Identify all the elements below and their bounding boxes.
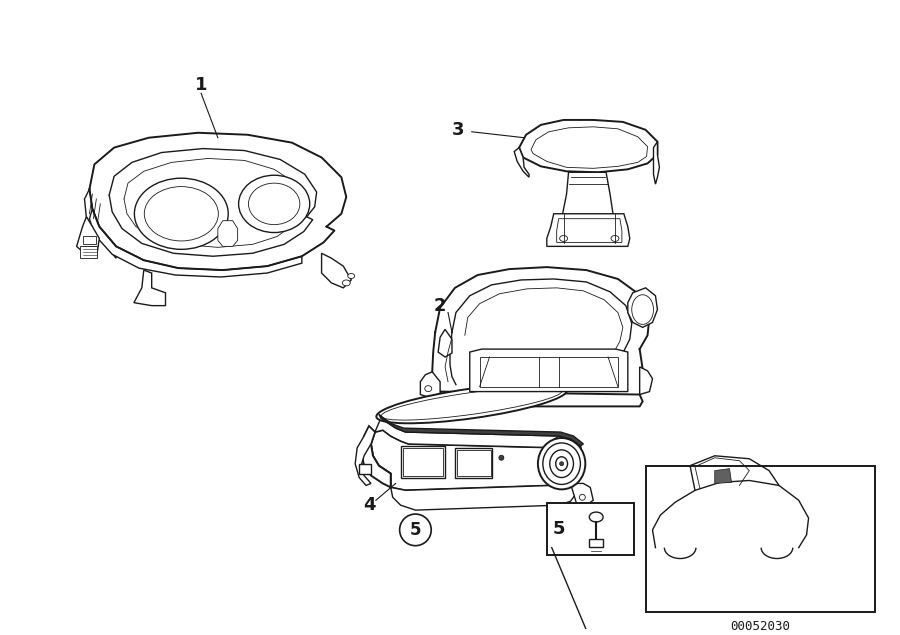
- Ellipse shape: [580, 494, 585, 500]
- Ellipse shape: [543, 443, 580, 485]
- Polygon shape: [361, 426, 391, 488]
- Text: 5: 5: [410, 521, 421, 539]
- Ellipse shape: [342, 280, 350, 286]
- Polygon shape: [76, 217, 99, 258]
- Bar: [79, 246, 97, 258]
- Ellipse shape: [347, 274, 355, 279]
- Polygon shape: [562, 172, 613, 217]
- Bar: [83, 236, 96, 244]
- Ellipse shape: [560, 462, 563, 465]
- Text: 2: 2: [434, 297, 446, 314]
- Text: 3: 3: [452, 121, 464, 139]
- Ellipse shape: [499, 455, 504, 460]
- Polygon shape: [640, 367, 652, 394]
- Ellipse shape: [560, 236, 568, 241]
- Ellipse shape: [550, 450, 573, 478]
- Ellipse shape: [144, 187, 219, 241]
- Bar: [402, 448, 443, 476]
- Polygon shape: [571, 483, 593, 505]
- Polygon shape: [557, 218, 622, 243]
- Polygon shape: [375, 418, 583, 458]
- Ellipse shape: [538, 438, 585, 490]
- Polygon shape: [715, 469, 732, 483]
- Ellipse shape: [590, 512, 603, 522]
- Polygon shape: [391, 483, 576, 510]
- Text: 4: 4: [363, 496, 375, 514]
- Polygon shape: [551, 436, 583, 485]
- Text: 00052030: 00052030: [730, 620, 790, 633]
- Bar: [645, 465, 875, 612]
- Polygon shape: [321, 253, 351, 288]
- Polygon shape: [440, 392, 643, 406]
- Polygon shape: [470, 349, 628, 392]
- Ellipse shape: [632, 295, 653, 324]
- Polygon shape: [218, 221, 238, 246]
- Polygon shape: [653, 142, 660, 184]
- Ellipse shape: [134, 178, 229, 250]
- Polygon shape: [356, 426, 375, 485]
- Polygon shape: [628, 288, 657, 328]
- Polygon shape: [438, 330, 452, 357]
- Ellipse shape: [425, 385, 432, 392]
- Polygon shape: [514, 147, 529, 177]
- Polygon shape: [379, 414, 583, 446]
- Circle shape: [400, 514, 431, 545]
- Bar: [547, 503, 634, 554]
- Text: 1: 1: [194, 76, 207, 95]
- Ellipse shape: [611, 236, 619, 241]
- Ellipse shape: [248, 183, 300, 225]
- Bar: [454, 448, 492, 478]
- Polygon shape: [547, 214, 630, 246]
- Polygon shape: [371, 430, 583, 490]
- Polygon shape: [134, 270, 166, 305]
- Polygon shape: [480, 357, 618, 387]
- Polygon shape: [85, 189, 116, 258]
- Bar: [359, 464, 371, 474]
- Bar: [400, 446, 446, 478]
- Ellipse shape: [238, 175, 310, 232]
- Polygon shape: [531, 127, 648, 168]
- Polygon shape: [420, 372, 440, 399]
- Bar: [457, 450, 490, 476]
- Ellipse shape: [555, 457, 568, 471]
- Polygon shape: [89, 209, 302, 277]
- Ellipse shape: [376, 384, 567, 424]
- Polygon shape: [519, 120, 657, 172]
- Ellipse shape: [382, 387, 562, 420]
- Bar: [590, 538, 603, 547]
- Text: 5: 5: [553, 520, 565, 538]
